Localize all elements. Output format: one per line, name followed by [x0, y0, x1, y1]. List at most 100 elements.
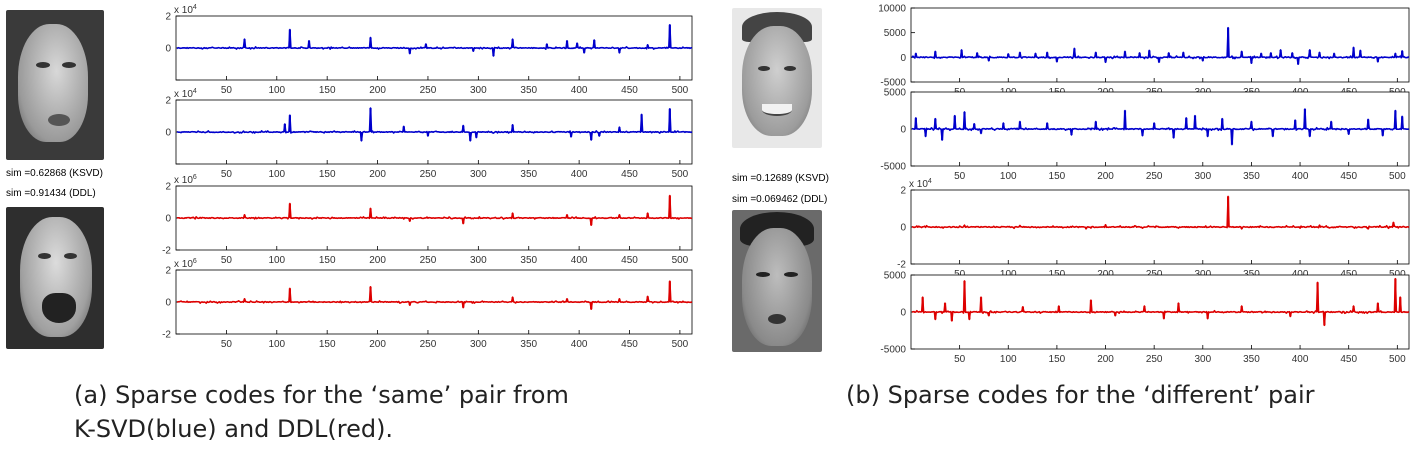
axis-exponent-label: x 106	[174, 258, 197, 270]
sparse-code-series-line	[911, 108, 1410, 146]
x-tick-label: 50	[954, 354, 966, 365]
x-tick-label: 200	[1097, 171, 1114, 182]
x-tick-label: 250	[420, 85, 437, 96]
sparse-code-plot-b-1: -500005000100005010015020025030035040045…	[878, 4, 1410, 98]
y-tick-label: -2	[162, 246, 171, 257]
x-tick-label: 300	[1194, 269, 1211, 280]
y-tick-label: 2	[165, 12, 171, 23]
x-tick-label: 250	[420, 169, 437, 180]
sparse-code-series-line	[911, 26, 1410, 66]
sparse-code-series-line	[176, 107, 693, 142]
y-tick-label: 2	[165, 96, 171, 107]
x-tick-label: 450	[1340, 269, 1357, 280]
x-tick-label: 450	[621, 85, 638, 96]
x-tick-label: 250	[1146, 171, 1163, 182]
sim-ksvd-label-b: sim =0.12689 (KSVD)	[732, 173, 829, 184]
x-tick-label: 500	[1389, 269, 1406, 280]
x-tick-label: 450	[1340, 354, 1357, 365]
y-tick-label: 5000	[884, 88, 907, 99]
x-tick-label: 450	[621, 255, 638, 266]
x-tick-label: 450	[621, 169, 638, 180]
y-tick-label: 0	[165, 214, 171, 225]
x-tick-label: 250	[1146, 269, 1163, 280]
x-tick-label: 300	[470, 85, 487, 96]
x-tick-label: 400	[571, 255, 588, 266]
x-tick-label: 400	[571, 169, 588, 180]
y-tick-label: -2	[897, 260, 906, 271]
x-tick-label: 200	[369, 339, 386, 350]
x-tick-label: 500	[672, 85, 689, 96]
sparse-code-series-line	[176, 24, 693, 57]
x-tick-label: 400	[1292, 269, 1309, 280]
x-tick-label: 300	[470, 255, 487, 266]
sparse-code-series-line	[911, 195, 1410, 230]
y-tick-label: 0	[900, 53, 906, 64]
axis-exponent-label: x 104	[909, 178, 932, 190]
x-tick-label: 100	[1000, 269, 1017, 280]
x-tick-label: 400	[1292, 171, 1309, 182]
x-tick-label: 300	[470, 339, 487, 350]
axis-exponent-label: x 104	[174, 4, 197, 16]
x-tick-label: 200	[369, 255, 386, 266]
y-tick-label: 0	[900, 125, 906, 136]
axis-exponent-label: x 106	[174, 174, 197, 186]
plot-frame	[910, 7, 1410, 83]
sparse-code-series-line	[911, 277, 1410, 327]
x-tick-label: 150	[319, 169, 336, 180]
y-tick-label: -5000	[880, 345, 906, 356]
x-tick-label: 100	[268, 169, 285, 180]
sparse-code-plot-b-2: -5000 0 5000 50 100 150 200 250 300 350 400 450 500	[880, 88, 1410, 182]
x-tick-label: 250	[420, 255, 437, 266]
x-tick-label: 300	[1194, 171, 1211, 182]
x-tick-label: 50	[221, 255, 233, 266]
x-tick-label: 500	[672, 169, 689, 180]
x-tick-label: 200	[1097, 354, 1114, 365]
face-image-a-bottom	[6, 207, 104, 349]
x-tick-label: 50	[221, 339, 233, 350]
x-tick-label: 250	[420, 339, 437, 350]
x-tick-label: 400	[571, 85, 588, 96]
x-tick-label: 100	[268, 339, 285, 350]
x-tick-label: 150	[1049, 269, 1066, 280]
y-tick-label: 0	[900, 223, 906, 234]
x-tick-label: 100	[268, 255, 285, 266]
y-tick-label: -5000	[880, 78, 906, 89]
x-tick-label: 150	[1049, 171, 1066, 182]
y-tick-label: 0	[900, 308, 906, 319]
face-image-b-top	[732, 8, 822, 148]
x-tick-label: 100	[268, 85, 285, 96]
x-tick-label: 150	[319, 85, 336, 96]
y-tick-label: -5000	[880, 162, 906, 173]
x-tick-label: 350	[1243, 354, 1260, 365]
x-tick-label: 250	[1146, 354, 1163, 365]
x-tick-label: 200	[369, 169, 386, 180]
x-tick-label: 500	[1389, 354, 1406, 365]
x-tick-label: 350	[1243, 171, 1260, 182]
x-tick-label: 50	[221, 85, 233, 96]
y-tick-label: 2	[900, 186, 906, 197]
caption-b: (b) Sparse codes for the ‘different’ pai…	[846, 381, 1315, 409]
x-tick-label: 400	[571, 339, 588, 350]
y-tick-label: 2	[165, 182, 171, 193]
sim-ddl-label-a: sim =0.91434 (DDL)	[6, 188, 96, 199]
y-tick-label: 2	[165, 266, 171, 277]
x-tick-label: 200	[369, 85, 386, 96]
y-tick-label: 0	[165, 298, 171, 309]
x-tick-label: 500	[672, 339, 689, 350]
x-tick-label: 350	[520, 169, 537, 180]
sparse-code-series-line	[176, 280, 693, 310]
x-tick-label: 150	[1049, 354, 1066, 365]
x-tick-label: 50	[954, 269, 966, 280]
axis-exponent-label: x 104	[174, 88, 197, 100]
x-tick-label: 450	[621, 339, 638, 350]
x-tick-label: 350	[520, 85, 537, 96]
y-tick-label: 10000	[878, 4, 906, 15]
y-tick-label: 5000	[884, 271, 907, 282]
x-tick-label: 500	[672, 255, 689, 266]
x-tick-label: 150	[319, 339, 336, 350]
sparse-code-series-line	[176, 194, 693, 226]
